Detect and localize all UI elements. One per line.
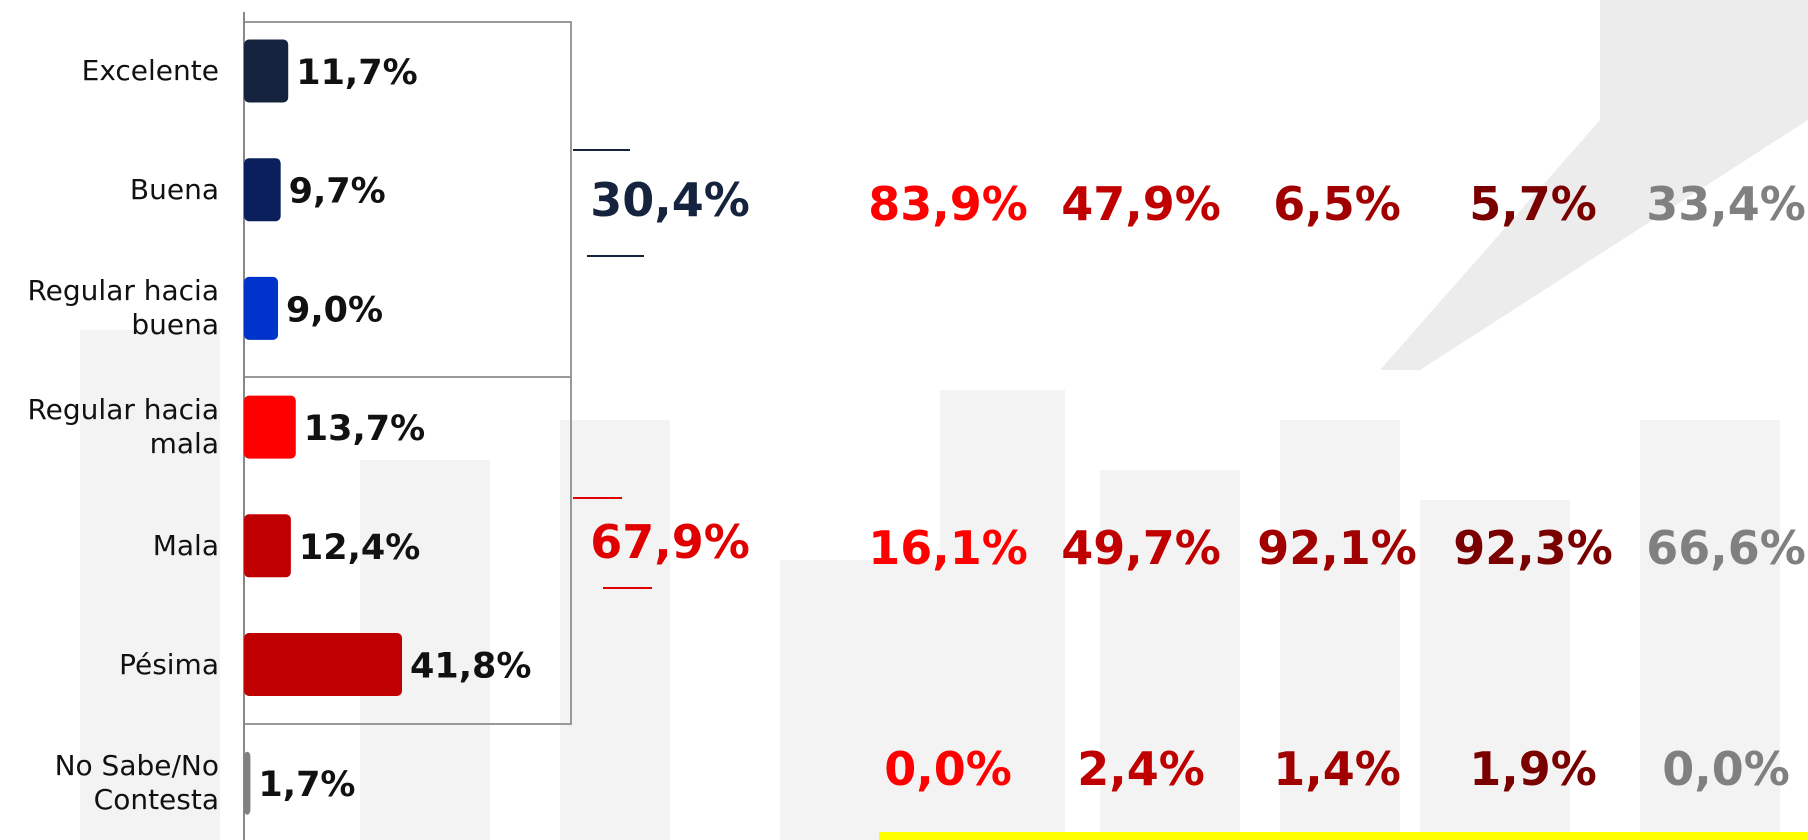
table-cell: 92,3% <box>1453 521 1613 575</box>
group-total: 30,4% <box>590 173 750 227</box>
table-cell: 47,9% <box>1061 177 1221 231</box>
value-label: 13,7% <box>304 409 425 449</box>
bar <box>244 39 289 103</box>
value-label: 41,8% <box>410 647 531 687</box>
table-cell: 0,0% <box>884 742 1012 796</box>
value-label: 11,7% <box>296 53 417 93</box>
bar <box>244 395 296 459</box>
background <box>80 0 1808 840</box>
category-label: Regular hacia buena <box>27 274 219 342</box>
category-label: Mala <box>152 528 219 562</box>
category-label: Excelente <box>81 54 219 87</box>
category-label: Regular hacia mala <box>27 393 219 461</box>
category-label: Pésima <box>119 647 219 681</box>
value-label: 9,0% <box>286 290 383 330</box>
table-cell: 16,1% <box>868 521 1028 575</box>
bar <box>244 633 403 696</box>
value-label: 12,4% <box>299 528 420 568</box>
table-cell: 66,6% <box>1646 521 1806 575</box>
table-cell: 49,7% <box>1061 521 1221 575</box>
bar <box>244 751 251 815</box>
category-label: Buena <box>129 172 219 206</box>
table-cell: 6,5% <box>1273 177 1401 231</box>
table-cell: 2,4% <box>1077 742 1205 796</box>
table-cell: 92,1% <box>1257 521 1417 575</box>
bar <box>244 514 291 578</box>
bar <box>244 158 281 222</box>
table-cell: 83,9% <box>868 177 1028 231</box>
category-label: No Sabe/No Contesta <box>54 749 219 817</box>
highlight-bar <box>879 832 1808 840</box>
table-cell: 5,7% <box>1469 177 1597 231</box>
value-label: 1,7% <box>258 765 355 805</box>
group-total: 67,9% <box>590 515 750 569</box>
bar <box>244 276 279 340</box>
table-cell: 1,4% <box>1273 742 1401 796</box>
table-cell: 33,4% <box>1646 177 1806 231</box>
table-cell: 0,0% <box>1662 742 1790 796</box>
table-cell: 1,9% <box>1469 742 1597 796</box>
value-label: 9,7% <box>289 172 386 212</box>
